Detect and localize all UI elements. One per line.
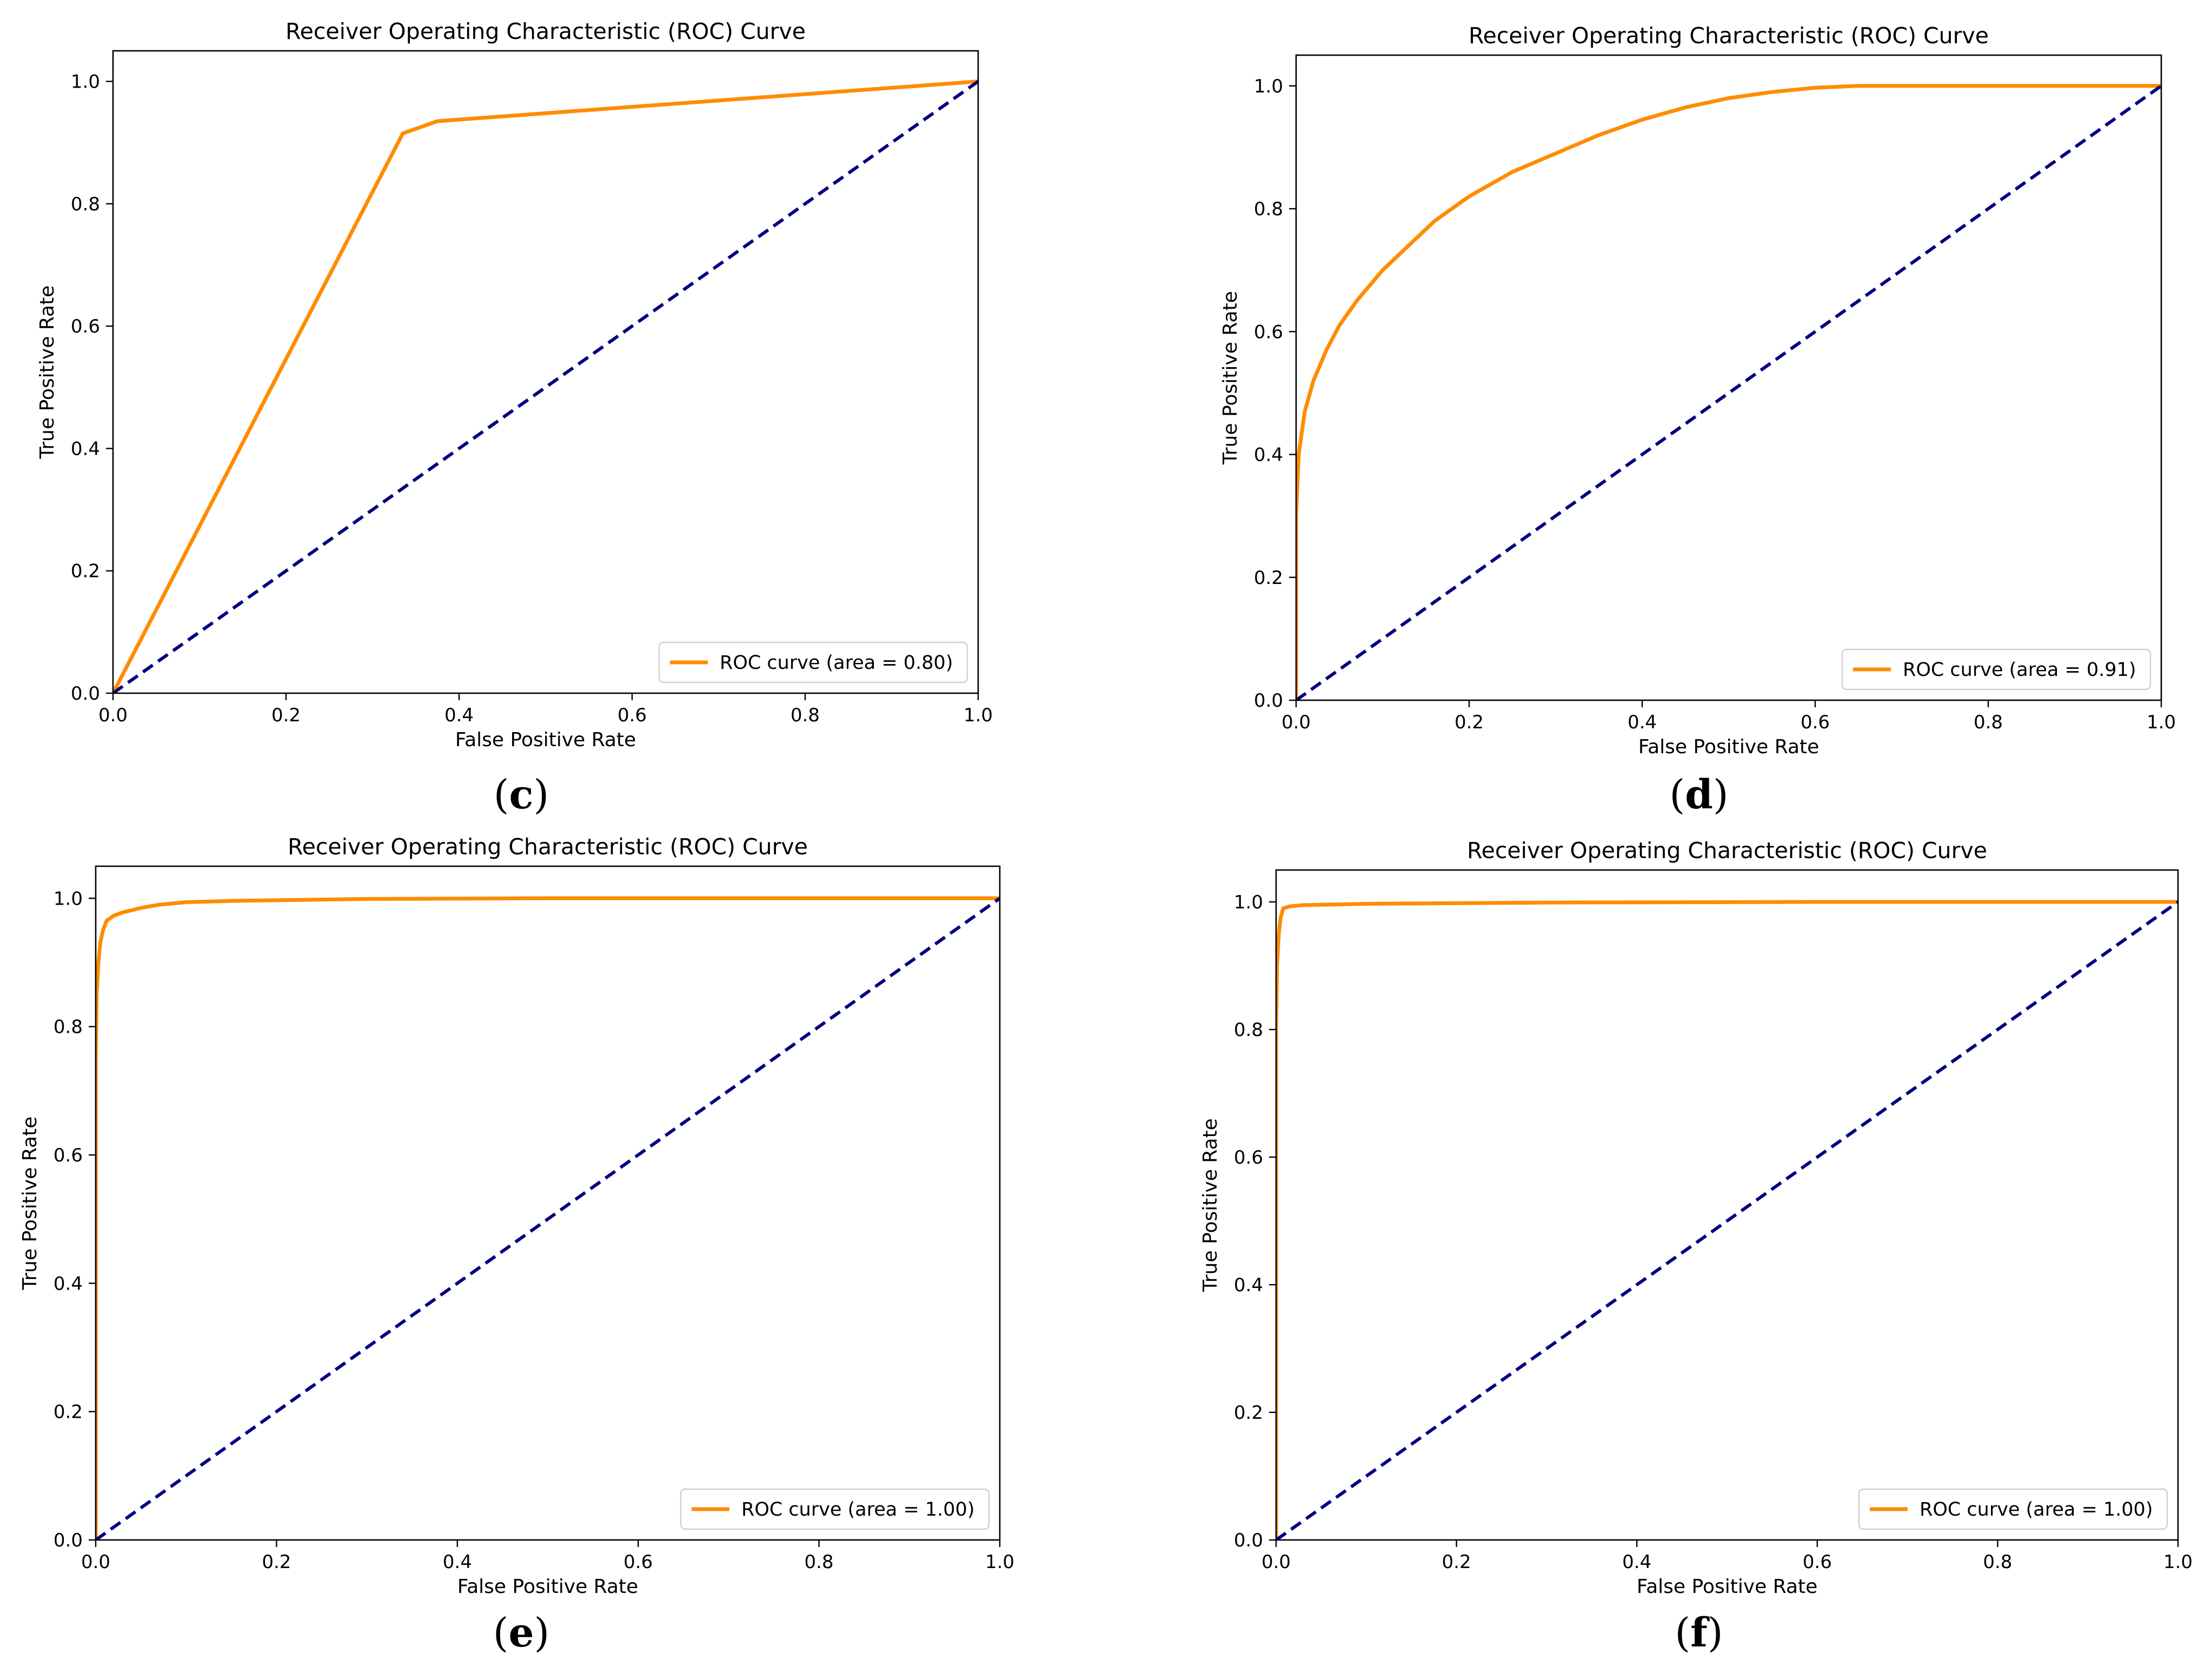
legend: ROC curve (area = 0.91) bbox=[1841, 648, 2152, 690]
axes-frame bbox=[95, 865, 1001, 1541]
y-tick-label: 0.8 bbox=[1234, 1019, 1263, 1041]
legend-entry-roc: ROC curve (area = 1.00) bbox=[1920, 1499, 2153, 1520]
roc-curve-line bbox=[113, 79, 978, 693]
legend: ROC curve (area = 0.80) bbox=[658, 641, 968, 683]
x-tick-label: 0.0 bbox=[1282, 712, 1311, 733]
y-tick-label: 1.0 bbox=[71, 71, 100, 93]
panel-caption: (c) bbox=[494, 772, 549, 818]
x-tick-label: 0.6 bbox=[1803, 1551, 1832, 1573]
x-tick-label: 0.0 bbox=[98, 705, 128, 726]
y-tick-label: 0.0 bbox=[54, 1530, 83, 1551]
chart-title: Receiver Operating Characteristic (ROC) … bbox=[1467, 838, 1987, 864]
x-tick-label: 0.6 bbox=[618, 705, 647, 726]
roc-panel-f: 0.0 0.2 0.4 0.6 0.8 1.0 0.0 0.2 0.4 0.6 0.8 1.0 Rece… bbox=[1199, 838, 2193, 1656]
x-tick-label: 0.2 bbox=[271, 705, 301, 726]
legend-entry-roc: ROC curve (area = 1.00) bbox=[741, 1499, 974, 1520]
y-tick-label: 0.4 bbox=[54, 1273, 83, 1294]
y-axis-label: True Positive Rate bbox=[19, 1117, 41, 1291]
panel-caption: (f) bbox=[1675, 1610, 1723, 1656]
x-tick-label: 0.0 bbox=[81, 1551, 110, 1573]
y-axis-label: True Positive Rate bbox=[36, 285, 58, 460]
y-tick-label: 0.2 bbox=[71, 561, 100, 582]
legend-entry-roc: ROC curve (area = 0.80) bbox=[720, 652, 953, 674]
y-tick-label: 0.2 bbox=[1234, 1402, 1263, 1424]
y-tick-label: 0.0 bbox=[1234, 1530, 1263, 1551]
y-tick-label: 0.4 bbox=[1234, 1274, 1263, 1296]
y-axis-label: True Positive Rate bbox=[1219, 291, 1241, 465]
x-axis-label: False Positive Rate bbox=[457, 1576, 639, 1598]
x-tick-label: 0.4 bbox=[1622, 1551, 1651, 1573]
legend: ROC curve (area = 1.00) bbox=[680, 1488, 990, 1530]
axes-frame bbox=[1295, 54, 2162, 701]
roc-panel-c: 0.0 0.2 0.4 0.6 0.8 1.0 0.0 0.2 0.4 0.6 0.8 1.0 Rece… bbox=[36, 18, 993, 818]
legend-box bbox=[680, 1488, 990, 1530]
y-tick-label: 1.0 bbox=[1234, 892, 1263, 913]
x-axis-label: False Positive Rate bbox=[455, 729, 636, 751]
axes-frame bbox=[1275, 869, 2179, 1541]
y-tick-label: 0.0 bbox=[71, 683, 100, 705]
roc-curve-line bbox=[1296, 84, 2161, 700]
chart-title: Receiver Operating Characteristic (ROC) … bbox=[285, 18, 806, 44]
roc-curve-line bbox=[1276, 900, 2178, 1540]
roc-panel-e: 0.0 0.2 0.4 0.6 0.8 1.0 0.0 0.2 0.4 0.6 0.8 1.0 Rece… bbox=[19, 834, 1014, 1656]
chance-diagonal-line bbox=[1296, 84, 2161, 700]
x-tick-label: 1.0 bbox=[964, 705, 993, 726]
axes-frame bbox=[112, 50, 979, 694]
y-tick-label: 0.8 bbox=[1254, 198, 1283, 220]
y-tick-label: 0.6 bbox=[71, 316, 100, 337]
x-tick-label: 1.0 bbox=[2147, 712, 2176, 733]
x-tick-label: 0.2 bbox=[262, 1551, 291, 1573]
chance-diagonal-line bbox=[96, 897, 1000, 1540]
y-tick-label: 1.0 bbox=[1254, 76, 1283, 97]
panel-caption: (e) bbox=[493, 1610, 550, 1656]
chance-diagonal-line bbox=[113, 80, 978, 693]
legend-box bbox=[1858, 1488, 2168, 1530]
y-tick-label: 0.8 bbox=[71, 194, 100, 215]
x-tick-label: 0.4 bbox=[1628, 712, 1657, 733]
y-tick-label: 0.4 bbox=[1254, 444, 1283, 466]
x-tick-label: 0.8 bbox=[791, 705, 820, 726]
x-tick-label: 1.0 bbox=[2163, 1551, 2193, 1573]
x-tick-label: 0.6 bbox=[1801, 712, 1830, 733]
x-tick-label: 0.2 bbox=[1442, 1551, 1471, 1573]
x-axis-label: False Positive Rate bbox=[1637, 1576, 1818, 1598]
y-axis-label: True Positive Rate bbox=[1199, 1118, 1221, 1292]
y-tick-label: 0.4 bbox=[71, 438, 100, 460]
x-tick-label: 0.2 bbox=[1455, 712, 1484, 733]
x-axis-label: False Positive Rate bbox=[1638, 736, 1820, 758]
x-tick-label: 0.8 bbox=[805, 1551, 834, 1573]
chance-diagonal-line bbox=[1276, 900, 2178, 1540]
y-tick-label: 0.2 bbox=[54, 1402, 83, 1423]
panel-caption: (d) bbox=[1669, 772, 1729, 818]
y-tick-label: 1.0 bbox=[54, 888, 83, 909]
x-tick-label: 0.4 bbox=[444, 705, 474, 726]
y-tick-label: 0.6 bbox=[1254, 321, 1283, 343]
x-tick-label: 0.6 bbox=[623, 1551, 653, 1573]
y-tick-label: 0.6 bbox=[54, 1145, 83, 1166]
chart-title: Receiver Operating Characteristic (ROC) … bbox=[1469, 23, 1989, 49]
legend-box bbox=[658, 641, 968, 683]
x-tick-label: 0.4 bbox=[443, 1551, 472, 1573]
legend-box bbox=[1841, 648, 2152, 690]
y-tick-label: 0.6 bbox=[1234, 1147, 1263, 1168]
roc-curve-line bbox=[96, 896, 1000, 1540]
roc-panel-d: 0.0 0.2 0.4 0.6 0.8 1.0 0.0 0.2 0.4 0.6 0.8 1.0 Rece… bbox=[1219, 23, 2176, 818]
x-tick-label: 1.0 bbox=[985, 1551, 1014, 1573]
x-tick-label: 0.0 bbox=[1261, 1551, 1291, 1573]
chart-title: Receiver Operating Characteristic (ROC) … bbox=[288, 834, 808, 860]
legend-entry-roc: ROC curve (area = 0.91) bbox=[1903, 659, 2136, 681]
y-tick-label: 0.2 bbox=[1254, 567, 1283, 589]
legend: ROC curve (area = 1.00) bbox=[1858, 1488, 2168, 1530]
y-tick-label: 0.8 bbox=[54, 1017, 83, 1038]
y-tick-label: 0.0 bbox=[1254, 690, 1283, 712]
x-tick-label: 0.8 bbox=[1974, 712, 2003, 733]
x-tick-label: 0.8 bbox=[1983, 1551, 2012, 1573]
